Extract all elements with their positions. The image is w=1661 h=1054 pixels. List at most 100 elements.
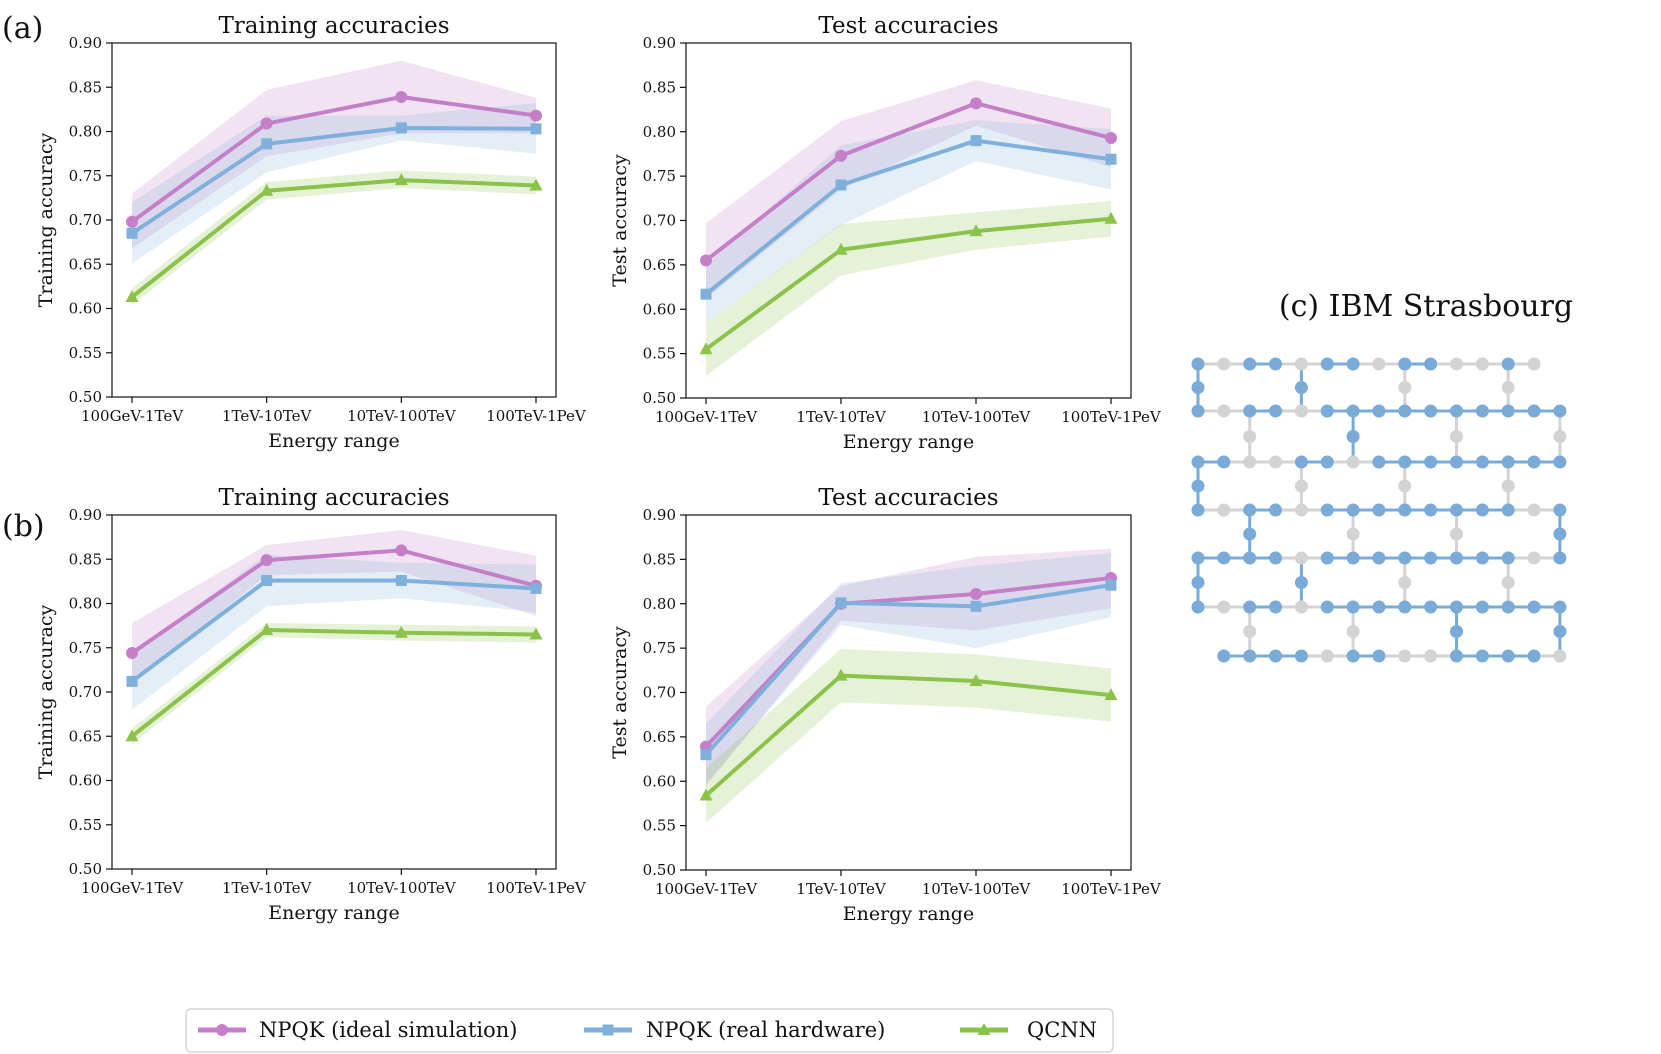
ibm-qubit-1-13 — [1527, 404, 1541, 418]
ibm-qubit-6-9 — [1424, 649, 1438, 663]
a-test-accuracies-point-qcnn-0 — [699, 342, 713, 355]
ibm-qubit-bridge-21 — [1346, 625, 1360, 638]
ibm-qubit-2-0 — [1191, 455, 1205, 469]
ibm-qubit-3-9 — [1424, 503, 1438, 517]
b-test-accuracies-point-qcnn-3 — [1104, 688, 1118, 701]
ibm-qubit-2-5 — [1320, 455, 1334, 469]
ibm-qubit-2-14 — [1553, 455, 1567, 469]
ibm-qubit-2-13 — [1527, 455, 1541, 469]
b-training-accuracies-band-npqk-ideal-simulation — [132, 530, 536, 684]
ibm-qubit-5-14 — [1553, 600, 1567, 614]
a-test-accuracies-point-npqk-ideal-simulation-3 — [1105, 131, 1117, 144]
ibm-strasbourg-label: (c) IBM Strasbourg — [1279, 289, 1573, 324]
ibm-qubit-bridge-20 — [1243, 625, 1257, 638]
b-training-accuracies-point-npqk-ideal-simulation-0 — [126, 647, 138, 660]
ibm-qubit-bridge-1 — [1294, 381, 1308, 394]
b-training-accuracies-band-qcnn — [132, 622, 536, 745]
a-test-accuracies-ytick-label-3: 0.65 — [643, 256, 676, 274]
ibm-qubit-0-0 — [1191, 357, 1205, 371]
ibm-qubit-6-14 — [1553, 649, 1567, 663]
ibm-qubit-1-9 — [1424, 404, 1438, 418]
b-test-accuracies-point-npqk-ideal-simulation-2 — [970, 587, 982, 600]
b-test-accuracies-point-npqk-real-hardware-0 — [700, 749, 712, 761]
ibm-qubit-bridge-2 — [1398, 381, 1412, 394]
ibm-qubit-6-2 — [1243, 649, 1257, 663]
ibm-qubit-1-10 — [1450, 404, 1463, 418]
ibm-qubit-1-14 — [1553, 404, 1567, 418]
ibm-qubit-6-10 — [1450, 649, 1463, 663]
ibm-qubit-4-4 — [1294, 551, 1308, 565]
ibm-qubit-6-8 — [1398, 649, 1412, 663]
ibm-qubit-5-1 — [1217, 600, 1231, 614]
legend-label-npqk-hardware: NPQK (real hardware) — [646, 1018, 885, 1042]
a-training-accuracies-point-npqk-ideal-simulation-2 — [395, 90, 408, 103]
ibm-qubit-1-4 — [1294, 404, 1308, 418]
ibm-qubit-6-7 — [1372, 649, 1386, 663]
ibm-qubit-0-11 — [1475, 357, 1489, 371]
a-training-accuracies-point-qcnn-3 — [529, 178, 543, 191]
ibm-qubit-0-1 — [1217, 357, 1231, 371]
ibm-qubit-bridge-13 — [1346, 527, 1360, 541]
b-training-accuracies-xtick-label-3: 100TeV-1PeV — [486, 879, 587, 897]
a-test-accuracies-ytick-label-1: 0.55 — [643, 345, 676, 363]
a-training-accuracies-ylabel: Training accuracy — [35, 132, 57, 307]
ibm-qubit-1-1 — [1217, 404, 1231, 418]
b-training-accuracies-ytick-label-0: 0.50 — [69, 860, 102, 878]
ibm-qubit-2-4 — [1294, 455, 1308, 469]
a-test-accuracies-ytick-label-2: 0.60 — [643, 300, 676, 318]
ibm-qubit-bridge-22 — [1450, 625, 1463, 638]
ibm-qubit-0-3 — [1269, 357, 1283, 371]
ibm-qubit-6-5 — [1320, 649, 1334, 663]
ibm-qubit-3-8 — [1398, 503, 1412, 517]
ibm-qubit-1-12 — [1501, 404, 1515, 418]
a-training-accuracies-xtick-label-1: 1TeV-10TeV — [222, 407, 313, 425]
chart-b-training: 0.50 0.55 0.60 0.65 0.70 0.75 0.80 0.85 0.90 100G… — [35, 485, 587, 924]
ibm-qubit-2-7 — [1372, 455, 1386, 469]
b-test-accuracies-ytick-label-2: 0.60 — [643, 772, 676, 790]
b-training-accuracies-point-npqk-real-hardware-1 — [261, 574, 273, 586]
ibm-qubit-2-6 — [1346, 455, 1360, 469]
ibm-qubit-3-12 — [1501, 503, 1515, 517]
a-training-accuracies-ytick-label-4: 0.70 — [69, 211, 102, 229]
a-test-accuracies-point-npqk-ideal-simulation-2 — [970, 97, 982, 110]
b-test-accuracies-point-qcnn-1 — [834, 668, 848, 681]
b-test-accuracies-ytick-label-1: 0.55 — [643, 817, 676, 835]
ibm-qubit-5-5 — [1320, 600, 1334, 614]
ibm-qubit-1-0 — [1191, 404, 1205, 418]
ibm-qubit-0-12 — [1501, 357, 1515, 371]
ibm-qubit-2-9 — [1424, 455, 1438, 469]
legend-frame — [185, 1008, 1114, 1053]
ibm-qubit-bridge-15 — [1553, 527, 1567, 541]
b-training-accuracies-point-qcnn-1 — [260, 623, 274, 636]
legend-label-npqk-ideal: NPQK (ideal simulation) — [259, 1018, 517, 1042]
a-training-accuracies-ytick-label-5: 0.75 — [69, 167, 102, 185]
ibm-qubit-5-10 — [1450, 600, 1463, 614]
a-training-accuracies-point-npqk-real-hardware-3 — [530, 123, 542, 135]
ibm-qubit-5-2 — [1243, 600, 1257, 614]
b-test-accuracies-point-qcnn-2 — [969, 673, 983, 686]
ibm-qubit-lattice — [1191, 357, 1567, 663]
a-training-accuracies-point-npqk-ideal-simulation-1 — [260, 117, 273, 130]
b-training-accuracies-xtick-label-2: 10TeV-100TeV — [347, 879, 457, 897]
b-training-accuracies-point-npqk-real-hardware-2 — [395, 574, 407, 586]
legend-item-npqk-hardware: NPQK (real hardware) — [584, 1018, 885, 1042]
a-test-accuracies-point-qcnn-1 — [834, 242, 848, 255]
b-test-accuracies-band-npqk-real-hardware — [706, 553, 1111, 784]
ibm-qubit-3-13 — [1527, 503, 1541, 517]
ibm-qubit-3-2 — [1243, 503, 1257, 517]
b-training-accuracies-xtick-label-1: 1TeV-10TeV — [222, 879, 313, 897]
ibm-qubit-5-4 — [1294, 600, 1308, 614]
ibm-qubit-6-6 — [1346, 649, 1360, 663]
b-training-accuracies-ytick-label-5: 0.75 — [69, 639, 102, 657]
ibm-qubit-3-11 — [1475, 503, 1489, 517]
ibm-qubit-4-12 — [1501, 551, 1515, 565]
a-training-accuracies-xtick-label-2: 10TeV-100TeV — [347, 407, 457, 425]
b-test-accuracies-xlabel: Energy range — [843, 903, 974, 925]
ibm-qubit-bridge-17 — [1294, 576, 1308, 589]
a-training-accuracies-point-npqk-ideal-simulation-0 — [126, 215, 138, 228]
ibm-qubit-0-4 — [1294, 357, 1308, 371]
ibm-qubit-0-9 — [1424, 357, 1438, 371]
ibm-qubit-3-7 — [1372, 503, 1386, 517]
legend: NPQK (ideal simulation) NPQK (real hardw… — [185, 1008, 1114, 1053]
ibm-qubit-4-2 — [1243, 551, 1257, 565]
